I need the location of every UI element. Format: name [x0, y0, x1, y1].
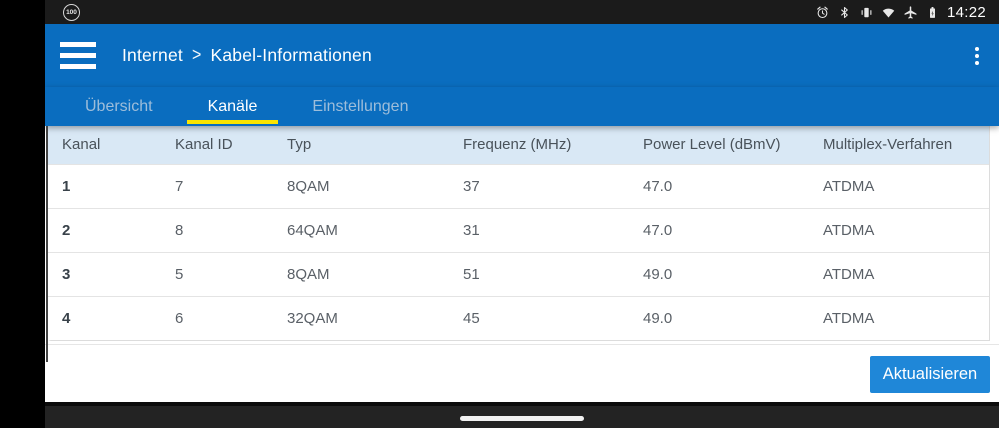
app-bar: Internet > Kabel-Informationen [45, 24, 999, 87]
channel-table-card: Kanal Kanal ID Typ Frequenz (MHz) Power … [48, 126, 990, 341]
cell-kanal-id: 7 [161, 163, 273, 208]
table-row: 2 8 64QAM 31 47.0 ATDMA [48, 207, 989, 252]
table-row: 1 7 8QAM 37 47.0 ATDMA [48, 163, 989, 208]
overflow-menu-button[interactable] [971, 41, 983, 71]
content-area: Kanal Kanal ID Typ Frequenz (MHz) Power … [45, 126, 999, 402]
cell-kanal-id: 5 [161, 251, 273, 296]
cell-typ: 8QAM [273, 163, 449, 208]
cell-typ: 32QAM [273, 295, 449, 340]
cell-kanal: 2 [48, 207, 161, 252]
vibrate-icon [861, 7, 872, 17]
cell-multiplex: ATDMA [809, 295, 989, 340]
breadcrumb-section: Internet [122, 45, 183, 65]
cell-frequenz: 51 [449, 251, 629, 296]
airplane-mode-icon [904, 5, 917, 19]
vertical-scrollbar[interactable] [46, 126, 48, 362]
battery-percent-icon: 100 [63, 3, 80, 21]
cell-power-level: 47.0 [629, 207, 809, 252]
cell-multiplex: ATDMA [809, 207, 989, 252]
cell-kanal: 3 [48, 251, 161, 296]
cell-typ: 8QAM [273, 251, 449, 296]
refresh-button[interactable]: Aktualisieren [870, 356, 990, 393]
channel-table: Kanal Kanal ID Typ Frequenz (MHz) Power … [48, 126, 989, 340]
cell-kanal: 1 [48, 163, 161, 208]
table-header-row: Kanal Kanal ID Typ Frequenz (MHz) Power … [48, 126, 989, 164]
cell-frequenz: 37 [449, 163, 629, 208]
bluetooth-icon [840, 6, 848, 18]
gesture-handle[interactable] [460, 416, 584, 421]
wifi-icon [882, 8, 895, 17]
battery-icon [929, 6, 935, 18]
breadcrumb: Internet > Kabel-Informationen [122, 45, 372, 66]
app-screen: 100 [45, 0, 999, 428]
navigation-bar [45, 402, 999, 428]
status-bar: 100 [45, 0, 999, 24]
tab-kanaele[interactable]: Kanäle [186, 87, 279, 126]
camera-cutout-strip [0, 0, 45, 428]
cell-multiplex: ATDMA [809, 251, 989, 296]
column-header-typ: Typ [273, 126, 449, 164]
chevron-right-icon: > [191, 45, 202, 65]
cell-power-level: 47.0 [629, 163, 809, 208]
cell-frequenz: 31 [449, 207, 629, 252]
alarm-icon [817, 6, 828, 18]
cell-power-level: 49.0 [629, 295, 809, 340]
column-header-power-level: Power Level (dBmV) [629, 126, 809, 164]
page-title: Kabel-Informationen [210, 45, 372, 65]
cell-typ: 64QAM [273, 207, 449, 252]
divider [45, 344, 999, 345]
cell-power-level: 49.0 [629, 251, 809, 296]
tab-einstellungen[interactable]: Einstellungen [312, 97, 409, 115]
cell-multiplex: ATDMA [809, 163, 989, 208]
cell-kanal-id: 8 [161, 207, 273, 252]
cell-frequenz: 45 [449, 295, 629, 340]
clock-time: 14:22 [946, 3, 986, 21]
column-header-kanal: Kanal [48, 126, 161, 164]
tab-bar: Übersicht Kanäle Einstellungen [45, 87, 999, 126]
column-header-kanal-id: Kanal ID [161, 126, 273, 164]
status-icons [815, 5, 940, 20]
table-row: 4 6 32QAM 45 49.0 ATDMA [48, 295, 989, 340]
battery-percent-value: 100 [66, 8, 77, 16]
column-header-frequenz: Frequenz (MHz) [449, 126, 629, 164]
tab-uebersicht[interactable]: Übersicht [85, 97, 153, 115]
cell-kanal: 4 [48, 295, 161, 340]
cell-kanal-id: 6 [161, 295, 273, 340]
table-row: 3 5 8QAM 51 49.0 ATDMA [48, 251, 989, 296]
column-header-multiplex: Multiplex-Verfahren [809, 126, 989, 164]
menu-hamburger-button[interactable] [60, 42, 96, 69]
